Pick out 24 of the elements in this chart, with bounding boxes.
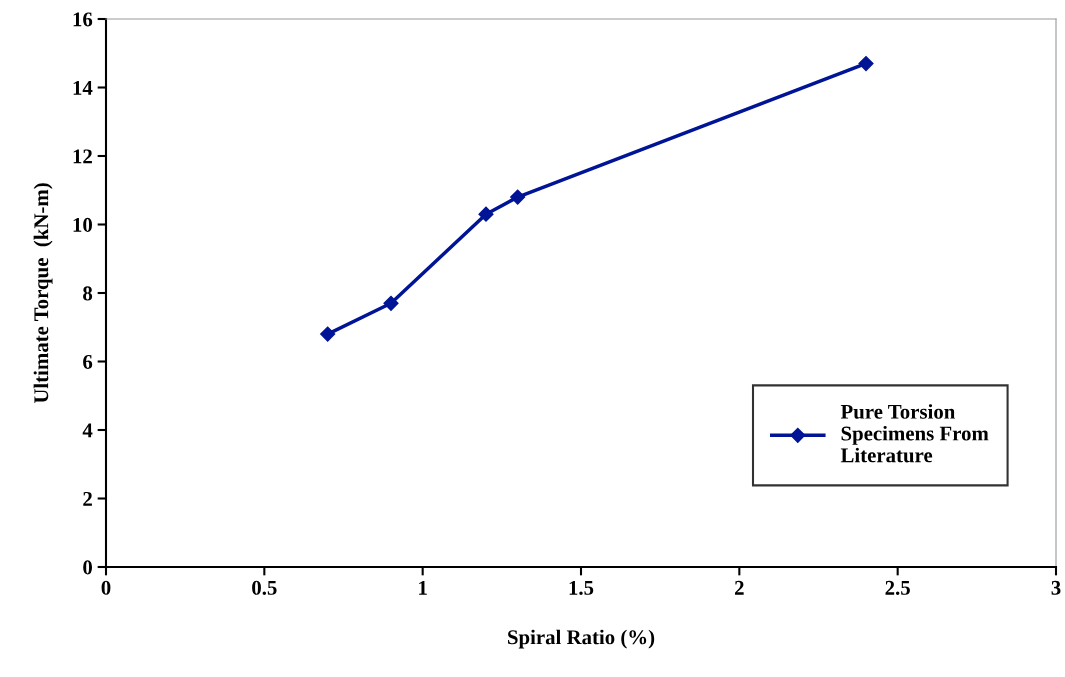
point <box>858 55 874 72</box>
y-tick-label: 8 <box>83 286 93 301</box>
y-tick-label: 6 <box>83 354 93 369</box>
y-tick-label: 2 <box>83 491 92 506</box>
y-tick-label: 14 <box>73 80 93 95</box>
y-tick-label: 10 <box>73 217 93 232</box>
x-axis-title: Spiral Ratio (%) <box>508 629 655 649</box>
point <box>383 295 399 311</box>
x-tick-label: 2.5 <box>885 580 910 595</box>
point <box>478 206 494 222</box>
point <box>320 326 336 342</box>
point <box>510 189 526 205</box>
x-tick-label: 0 <box>101 580 111 595</box>
x-tick-label: 3 <box>1051 580 1061 595</box>
y-tick-label: 4 <box>82 423 93 438</box>
x-tick-label: 0.5 <box>252 580 277 595</box>
y-tick-label: 12 <box>73 149 92 164</box>
x-tick-label: 1.5 <box>569 580 594 595</box>
y-tick-label: 16 <box>73 12 93 27</box>
x-tick-label: 2 <box>735 580 744 595</box>
legend-label: Pure Torsion Specimens From Literature <box>840 404 989 463</box>
y-axis-title: Ultimate Torque (kN-m) <box>33 183 53 404</box>
y-tick-label: 0 <box>83 560 93 575</box>
x-tick-label: 1 <box>419 580 427 595</box>
